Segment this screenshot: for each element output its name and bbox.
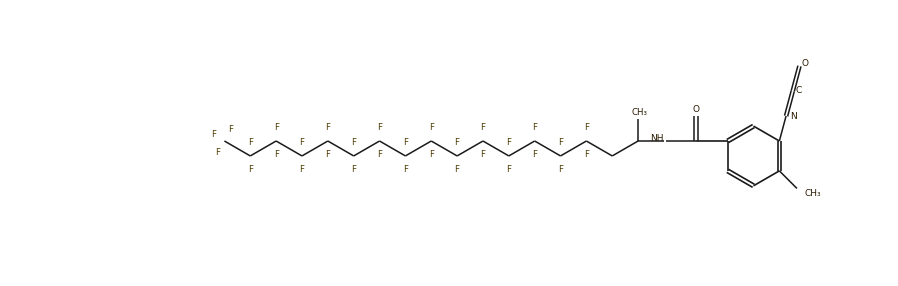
Text: F: F: [351, 165, 357, 174]
Text: F: F: [228, 125, 233, 134]
Text: F: F: [274, 150, 278, 159]
Text: F: F: [584, 123, 589, 132]
Text: F: F: [428, 150, 434, 159]
Text: F: F: [480, 150, 486, 159]
Text: F: F: [428, 123, 434, 132]
Text: F: F: [351, 138, 357, 146]
Text: F: F: [403, 138, 408, 146]
Text: F: F: [454, 138, 460, 146]
Text: CH₃: CH₃: [631, 108, 647, 117]
Text: F: F: [558, 138, 563, 146]
Text: F: F: [248, 138, 252, 146]
Text: F: F: [211, 130, 216, 139]
Text: F: F: [300, 165, 304, 174]
Text: F: F: [533, 123, 537, 132]
Text: F: F: [377, 150, 382, 159]
Text: F: F: [377, 123, 382, 132]
Text: CH₃: CH₃: [805, 189, 822, 198]
Text: F: F: [506, 138, 511, 146]
Text: F: F: [300, 138, 304, 146]
Text: F: F: [558, 165, 563, 174]
Text: F: F: [325, 150, 330, 159]
Text: F: F: [216, 148, 220, 157]
Text: F: F: [480, 123, 486, 132]
Text: F: F: [454, 165, 460, 174]
Text: F: F: [584, 150, 589, 159]
Text: F: F: [248, 165, 252, 174]
Text: C: C: [796, 86, 802, 95]
Text: F: F: [274, 123, 278, 132]
Text: N: N: [790, 112, 797, 120]
Text: NH: NH: [650, 134, 664, 142]
Text: F: F: [325, 123, 330, 132]
Text: F: F: [506, 165, 511, 174]
Text: O: O: [801, 59, 808, 67]
Text: F: F: [403, 165, 408, 174]
Text: F: F: [533, 150, 537, 159]
Text: O: O: [692, 105, 700, 114]
